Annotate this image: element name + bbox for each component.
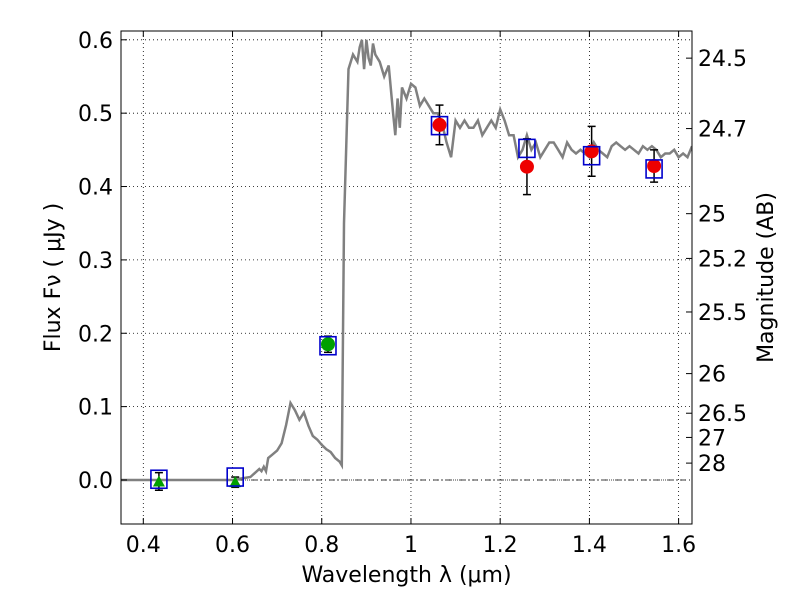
photometry-point (519, 159, 534, 174)
mag-tick-label: 25.5 (698, 301, 747, 326)
x-tick-label: 1.6 (661, 533, 696, 558)
x-axis-label: Wavelength λ (μm) (301, 563, 511, 588)
x-tick-label: 1.2 (483, 533, 518, 558)
mag-tick-label: 27 (698, 426, 726, 451)
x-tick-label: 0.6 (215, 533, 250, 558)
model-flux-square (645, 159, 663, 179)
photometry-point (320, 337, 335, 352)
y-axis-label: Flux Fν ( μJy ) (41, 203, 66, 352)
grid (121, 31, 692, 524)
y-tick-label: 0.4 (78, 176, 113, 201)
model-flux-square (226, 467, 244, 487)
plot-frame (120, 30, 693, 525)
data-markers (150, 104, 663, 492)
y-tick-label: 0.6 (78, 29, 113, 54)
mag-tick-label: 24.5 (698, 47, 747, 72)
model-flux-square (150, 469, 168, 490)
x-tick-label: 0.8 (304, 533, 339, 558)
y-tick-label: 0.1 (78, 396, 113, 421)
y-tick-label: 0.2 (78, 322, 113, 347)
mag-tick-label: 24.7 (698, 118, 747, 143)
mag-tick-label: 25.2 (698, 247, 747, 272)
photometry-point (584, 144, 599, 159)
photometry-point (647, 158, 662, 173)
right-y-axis-label: Magnitude (AB) (754, 192, 779, 363)
mag-tick-label: 25 (698, 203, 726, 228)
y-tick-label: 0.0 (78, 469, 113, 494)
y-tick-label: 0.5 (78, 102, 113, 127)
model-flux-square (518, 138, 536, 159)
photometry-point (432, 117, 447, 132)
model-flux-square (319, 335, 337, 356)
x-tick-label: 0.4 (126, 533, 161, 558)
x-tick-label: 1 (404, 533, 418, 558)
mag-tick-label: 28 (698, 452, 726, 477)
axes: 0.4 0.6 0.8 1 1.2 1.4 1.6 0.0 0.1 0.2 0.3 0.4 0.5 0.6… (78, 29, 747, 558)
model-sed-line (121, 39, 692, 482)
model-flux-square (582, 145, 601, 166)
plot-content (121, 39, 692, 492)
mag-tick-label: 26.5 (698, 402, 747, 427)
model-flux-square (430, 115, 449, 136)
photometry-triangle (229, 476, 242, 488)
x-tick-label: 1.4 (572, 533, 607, 558)
mag-tick-label: 26 (698, 363, 726, 388)
photometry-triangle (152, 475, 165, 487)
y-tick-label: 0.3 (78, 249, 113, 274)
